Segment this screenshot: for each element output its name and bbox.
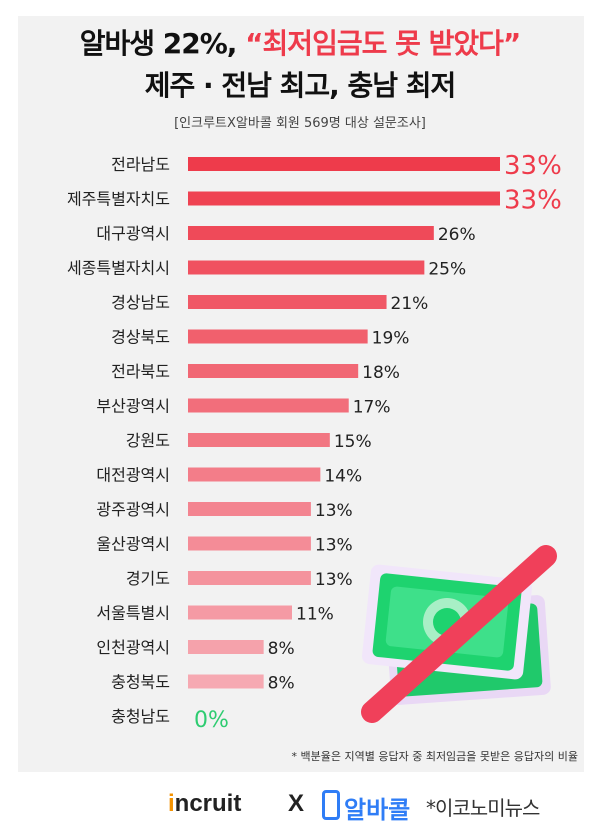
collab-x: X	[288, 790, 305, 817]
value-label: 21%	[391, 294, 429, 314]
albacall-logo: 알바콜	[344, 796, 411, 824]
category-label: 경상북도	[111, 328, 170, 347]
value-label: 19%	[372, 329, 410, 349]
bar	[188, 467, 321, 482]
value-label: 26%	[438, 225, 476, 245]
bar	[188, 157, 500, 171]
category-label: 대전광역시	[96, 466, 170, 485]
bar	[188, 295, 387, 309]
chart-title: 알바생 22%, “최저임금도 못 받았다”	[0, 22, 600, 62]
category-label: 강원도	[126, 431, 170, 450]
title-highlight: “최저임금도 못 받았다”	[245, 27, 521, 60]
category-label: 인천광역시	[96, 638, 170, 657]
bar	[188, 640, 264, 654]
category-label: 제주특별자치도	[67, 190, 170, 209]
bar	[188, 398, 349, 413]
value-label: 18%	[362, 363, 400, 383]
category-label: 전라북도	[111, 362, 170, 381]
phone-icon	[322, 790, 340, 820]
value-label: 14%	[324, 467, 362, 487]
value-label: 0%	[194, 708, 229, 733]
incruit-logo: incruit	[168, 790, 242, 817]
logo-bar: incruit X 알바콜 *이코노미뉴스	[0, 780, 600, 836]
bar	[188, 260, 425, 275]
category-label: 서울특별시	[96, 604, 170, 623]
category-label: 세종특별자치시	[67, 259, 170, 278]
bar	[188, 674, 264, 689]
source-note: [인크루트X알바콜 회원 569명 대상 설문조사]	[174, 116, 426, 131]
bar	[188, 502, 311, 516]
value-label: 8%	[268, 674, 295, 694]
banknote-crossed-out-icon	[361, 545, 557, 723]
title-prefix: 알바생 22%,	[79, 27, 246, 60]
value-label: 33%	[504, 151, 562, 181]
value-label: 11%	[296, 605, 334, 625]
value-label: 8%	[268, 639, 295, 659]
category-label: 대구광역시	[96, 224, 170, 243]
bar	[188, 329, 368, 344]
economy-news-watermark: *이코노미뉴스	[426, 796, 540, 820]
category-label: 경상남도	[111, 293, 170, 312]
value-label: 13%	[315, 536, 353, 556]
value-label: 13%	[315, 501, 353, 521]
footnote: * 백분율은 지역별 응답자 중 최저임금을 못받은 응답자의 비율	[291, 750, 578, 763]
bar	[188, 364, 359, 378]
category-label: 전라남도	[111, 155, 170, 174]
value-label: 33%	[504, 186, 562, 216]
category-label: 경기도	[126, 569, 170, 588]
bar	[188, 536, 311, 551]
value-label: 15%	[334, 432, 372, 452]
bar	[188, 191, 500, 206]
bar	[188, 433, 330, 447]
bar	[188, 226, 434, 240]
category-label: 광주광역시	[96, 500, 170, 519]
value-label: 13%	[315, 570, 353, 590]
value-label: 17%	[353, 398, 391, 418]
category-label: 충청북도	[111, 673, 170, 692]
chart-subtitle: 제주 · 전남 최고, 충남 최저	[144, 69, 457, 102]
bar	[188, 605, 292, 620]
value-label: 25%	[428, 260, 466, 280]
category-label: 충청남도	[111, 707, 170, 726]
category-label: 부산광역시	[96, 397, 170, 416]
category-label: 울산광역시	[96, 535, 170, 554]
bar	[188, 571, 311, 585]
